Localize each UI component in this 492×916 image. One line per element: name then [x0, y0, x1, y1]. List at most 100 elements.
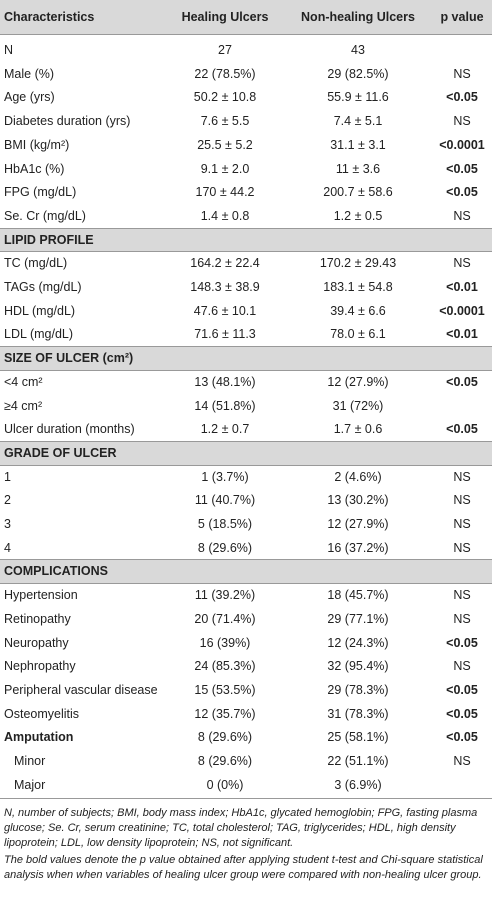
footnote: The bold values denote the p value obtai…	[4, 854, 483, 882]
nonhealing-value: 12 (24.3%)	[327, 635, 389, 650]
nonhealing-value: 3 (6.9%)	[334, 777, 382, 792]
nonhealing-value: 29 (77.1%)	[327, 611, 389, 626]
p-value: <0.05	[446, 374, 478, 389]
nonhealing-value: 43	[351, 43, 365, 57]
section-rule	[0, 369, 492, 371]
healing-value: 14 (51.8%)	[194, 398, 256, 413]
healing-value: 27	[218, 43, 232, 57]
healing-value: 8 (29.6%)	[197, 540, 253, 555]
healing-value: 11 (39.2%)	[194, 588, 256, 603]
section-title: GRADE OF ULCER	[4, 445, 117, 460]
header-rule	[0, 34, 492, 35]
row-label: Hypertension	[4, 588, 78, 603]
healing-value: 8 (29.6%)	[197, 730, 253, 745]
p-value: NS	[453, 493, 471, 508]
row-label: BMI (kg/m²)	[4, 137, 70, 152]
nonhealing-value: 12 (27.9%)	[327, 517, 389, 531]
header-band	[0, 0, 492, 34]
row-label: Se. Cr (mg/dL)	[4, 208, 86, 223]
row-label: 4	[4, 540, 11, 555]
p-value: NS	[453, 754, 471, 768]
column-header: Healing Ulcers	[181, 10, 269, 24]
healing-value: 22 (78.5%)	[194, 66, 256, 81]
p-value: NS	[453, 517, 471, 531]
row-label: Diabetes duration (yrs)	[4, 114, 131, 129]
healing-value: 164.2 ± 22.4	[190, 256, 260, 271]
row-label: Retinopathy	[4, 611, 71, 626]
healing-value: 9.1 ± 2.0	[200, 161, 250, 176]
nonhealing-value: 31.1 ± 3.1	[330, 137, 386, 152]
p-value: NS	[453, 588, 471, 603]
p-value: <0.05	[446, 682, 478, 697]
healing-value: 20 (71.4%)	[194, 611, 256, 626]
nonhealing-value: 16 (37.2%)	[327, 540, 389, 555]
p-value: <0.05	[446, 90, 478, 105]
footnote: N, number of subjects; BMI, body mass in…	[4, 807, 478, 850]
section-band	[0, 440, 492, 465]
nonhealing-value: 32 (95.4%)	[327, 659, 389, 674]
p-value: NS	[453, 256, 471, 271]
nonhealing-value: 55.9 ± 11.6	[327, 90, 389, 105]
p-value: NS	[453, 540, 471, 555]
row-label: Ulcer duration (months)	[4, 422, 135, 437]
p-value: NS	[453, 469, 471, 484]
healing-value: 16 (39%)	[199, 635, 251, 650]
nonhealing-value: 29 (78.3%)	[327, 682, 389, 697]
column-header: Characteristics	[4, 10, 95, 24]
row-label: HDL (mg/dL)	[4, 303, 76, 318]
row-label: Minor	[14, 754, 46, 768]
p-value: <0.01	[446, 280, 478, 294]
nonhealing-value: 29 (82.5%)	[327, 66, 389, 81]
row-label: LDL (mg/dL)	[4, 327, 74, 342]
healing-value: 24 (85.3%)	[194, 659, 256, 674]
p-value: NS	[453, 114, 471, 129]
p-value: NS	[453, 659, 471, 674]
p-value: <0.05	[446, 730, 478, 745]
row-label: N	[4, 43, 14, 57]
p-value: NS	[453, 66, 471, 81]
section-rule	[0, 583, 492, 585]
row-label: Amputation	[4, 730, 74, 745]
row-label: FPG (mg/dL)	[4, 185, 77, 200]
healing-value: 7.6 ± 5.5	[200, 114, 250, 129]
nonhealing-value: 12 (27.9%)	[327, 374, 389, 389]
section-band	[0, 346, 492, 370]
row-label: TAGs (mg/dL)	[4, 280, 82, 294]
healing-value: 50.2 ± 10.8	[193, 90, 257, 105]
row-label: Male (%)	[4, 66, 55, 81]
row-label: Neuropathy	[4, 635, 69, 650]
healing-value: 1.4 ± 0.8	[200, 208, 250, 223]
section-rule	[0, 346, 492, 348]
row-label: ≥4 cm²	[4, 398, 43, 413]
p-value: <0.05	[446, 161, 478, 176]
p-value: <0.05	[446, 706, 478, 721]
nonhealing-value: 25 (58.1%)	[327, 730, 389, 745]
nonhealing-value: 1.7 ± 0.6	[333, 422, 383, 437]
nonhealing-value: 13 (30.2%)	[327, 493, 389, 508]
row-label: Age (yrs)	[4, 90, 55, 105]
p-value: <0.05	[446, 185, 478, 200]
healing-value: 47.6 ± 10.1	[193, 303, 257, 318]
healing-value: 12 (35.7%)	[194, 706, 256, 721]
table-bottom-rule	[0, 798, 492, 800]
section-title: SIZE OF ULCER (cm²)	[4, 351, 134, 366]
nonhealing-value: 31 (78.3%)	[327, 706, 389, 721]
healing-value: 15 (53.5%)	[194, 682, 256, 697]
healing-value: 5 (18.5%)	[197, 517, 253, 531]
nonhealing-value: 22 (51.1%)	[327, 754, 389, 768]
nonhealing-value: 7.4 ± 5.1	[333, 114, 383, 129]
healing-value: 25.5 ± 5.2	[197, 137, 253, 152]
row-label: TC (mg/dL)	[4, 256, 68, 271]
p-value: <0.01	[446, 327, 478, 342]
nonhealing-value: 18 (45.7%)	[327, 588, 389, 603]
healing-value: 1 (3.7%)	[201, 469, 249, 484]
section-band	[0, 559, 492, 584]
row-label: <4 cm²	[4, 374, 43, 389]
healing-value: 13 (48.1%)	[194, 374, 256, 389]
nonhealing-value: 78.0 ± 6.1	[330, 327, 386, 342]
section-rule	[0, 559, 492, 561]
healing-value: 1.2 ± 0.7	[200, 422, 250, 437]
row-label: Nephropathy	[4, 659, 76, 674]
p-value: <0.0001	[439, 303, 485, 318]
